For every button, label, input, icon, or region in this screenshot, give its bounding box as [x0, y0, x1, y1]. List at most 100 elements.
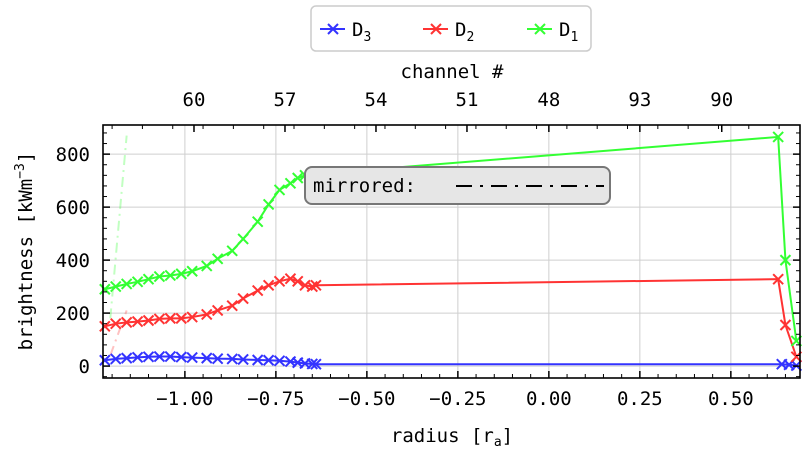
data-point — [99, 283, 111, 295]
data-point — [131, 351, 144, 364]
marker-stroke — [175, 312, 187, 325]
y-axis-label: brightness [kWm−3] — [13, 152, 37, 351]
legend-marker — [430, 23, 442, 35]
marker-stroke — [292, 172, 304, 184]
axis-ticks — [103, 125, 800, 378]
data-point — [251, 215, 264, 228]
annotation-box: mirrored: — [304, 166, 611, 205]
marker-stroke — [262, 198, 275, 211]
grid — [103, 125, 800, 378]
marker-stroke — [310, 279, 322, 291]
top-tick-label: 90 — [710, 89, 733, 111]
marker-stroke — [306, 280, 318, 293]
data-point — [99, 354, 111, 366]
top-tick-label: 60 — [183, 89, 206, 111]
marker-stroke — [237, 353, 249, 366]
top-tick-label: 54 — [365, 89, 388, 111]
top-tick-label: 51 — [456, 89, 479, 111]
data-point — [211, 304, 224, 317]
data-point — [153, 313, 166, 325]
x-tick-label: 0.50 — [708, 388, 754, 410]
x-tick-label: −0.75 — [247, 388, 304, 410]
data-point — [772, 131, 784, 143]
top-tick-label: 93 — [628, 89, 651, 111]
marker-stroke — [211, 352, 224, 365]
legend: D3 D2 D1 — [310, 5, 592, 52]
marker-stroke — [142, 273, 155, 285]
marker-stroke — [226, 245, 238, 257]
data-point — [292, 275, 304, 288]
marker-stroke — [273, 184, 286, 196]
marker-stroke — [201, 308, 213, 321]
marker-stroke — [273, 355, 286, 367]
y-tick-label: 200 — [56, 303, 90, 325]
data-point — [237, 292, 249, 305]
marker-stroke — [779, 254, 792, 266]
y-tick-label: 400 — [56, 250, 90, 272]
data-point — [779, 254, 792, 266]
x-tick-label: −0.50 — [338, 388, 395, 410]
data-point — [131, 315, 144, 328]
marker-stroke — [211, 253, 224, 265]
data-point — [164, 269, 177, 282]
marker-stroke — [99, 320, 111, 333]
marker-stroke — [153, 270, 166, 283]
data-point — [273, 275, 286, 288]
marker-stroke — [251, 284, 264, 297]
data-point — [131, 276, 144, 288]
marker-stroke — [110, 280, 122, 293]
marker-stroke — [186, 265, 198, 277]
data-point — [226, 353, 238, 365]
data-point — [175, 268, 187, 280]
data-point — [110, 280, 122, 293]
data-point — [201, 308, 213, 321]
marker-stroke — [131, 315, 144, 328]
legend-item-d2: D2 — [423, 19, 474, 45]
data-point — [99, 320, 111, 333]
legend-label: D3 — [352, 19, 371, 45]
data-point — [175, 351, 187, 363]
plot-frame — [102, 124, 801, 379]
marker-stroke — [186, 311, 198, 323]
marker-stroke — [237, 292, 249, 305]
x-tick-label: 0.00 — [526, 388, 572, 410]
series-d3 — [99, 350, 803, 372]
marker-stroke — [772, 131, 784, 143]
tick-labels: −1.00 −0.75 −0.50 −0.25 0.00 0.25 0.50 0 200 400 6… — [56, 89, 754, 410]
legend-item-d1: D1 — [527, 19, 578, 45]
marker-stroke — [175, 268, 187, 280]
x-tick-label: 0.25 — [617, 388, 663, 410]
marker-stroke — [292, 275, 304, 288]
data-point — [201, 260, 213, 272]
legend-item-d3: D3 — [320, 19, 371, 45]
legend-marker — [534, 23, 546, 35]
data-point — [110, 353, 122, 365]
data-point — [262, 279, 275, 291]
legend-label: D2 — [455, 19, 474, 45]
data-point — [153, 350, 166, 363]
marker-stroke — [226, 299, 238, 312]
x-tick-label: −0.25 — [429, 388, 486, 410]
marker-stroke — [262, 279, 275, 291]
marker-stroke — [153, 350, 166, 363]
marker-stroke — [164, 350, 177, 363]
mirrored-line — [109, 310, 128, 356]
legend-frame — [310, 5, 592, 52]
data-point — [142, 351, 155, 363]
data-point — [306, 358, 318, 370]
data-point — [226, 299, 238, 312]
data-point — [142, 314, 155, 327]
marker-stroke — [164, 312, 177, 325]
marker-stroke — [131, 276, 144, 288]
series-line — [104, 277, 798, 358]
marker-stroke — [772, 273, 784, 285]
marker-stroke — [186, 351, 198, 364]
data-point — [284, 272, 297, 285]
data-point — [226, 245, 238, 257]
data-point — [237, 233, 249, 245]
top-tick-label: 57 — [274, 89, 297, 111]
data-point — [772, 273, 784, 285]
data-point — [284, 177, 297, 189]
marker-stroke — [201, 260, 213, 272]
